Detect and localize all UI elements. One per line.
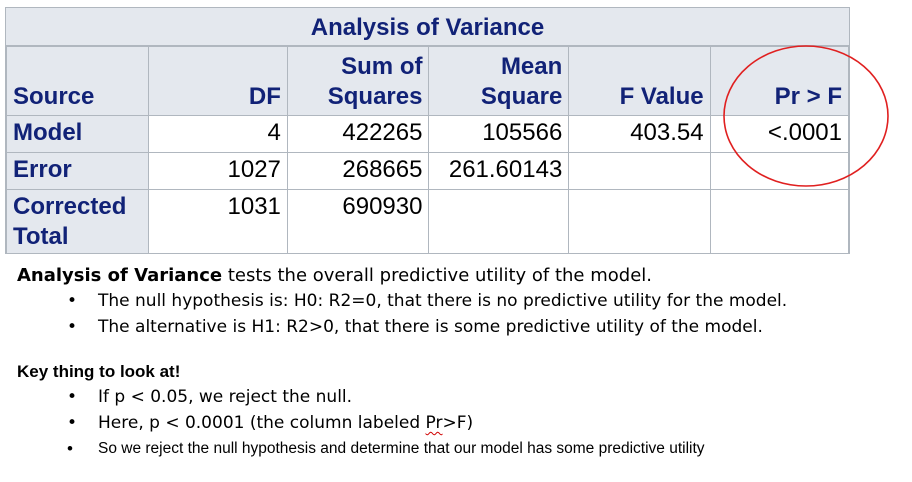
list-item: • So we reject the null hypothesis and de… (17, 436, 907, 462)
header-mean-square: Mean Square (428, 46, 570, 116)
key-title: Key thing to look at! (17, 362, 181, 381)
explanation-section: Analysis of Variance tests the overall p… (17, 264, 907, 462)
cell-p (709, 189, 850, 254)
bullet-glyph: • (67, 317, 78, 337)
highlight-circle-annotation (723, 45, 889, 187)
cell-df: 4 (147, 115, 288, 153)
lead-bold: Analysis of Variance (17, 265, 223, 286)
cell-ss: 690930 (286, 189, 430, 254)
cell-ms (428, 189, 570, 254)
cell-f: 403.54 (568, 115, 711, 153)
cell-df: 1031 (147, 189, 288, 254)
list-item: • Here, p < 0.0001 (the column labeled Pr… (17, 410, 907, 436)
row-source: Corrected Total (6, 189, 149, 254)
header-row: Source DF Sum of Squares Mean Square F V… (6, 46, 850, 116)
list-item: • If p < 0.05, we reject the null. (17, 384, 907, 410)
table-title: Analysis of Variance (6, 8, 849, 46)
list-item: • The null hypothesis is: H0: R2=0, that … (17, 288, 907, 314)
row-source: Model (6, 115, 149, 153)
bullet-text: So we reject the null hypothesis and det… (98, 440, 705, 457)
cell-ms: 261.60143 (428, 152, 570, 190)
bullet-text-post: >F) (442, 413, 474, 433)
header-ss-line2: Squares (327, 83, 423, 110)
bullet-text: The alternative is H1: R2>0, that there … (98, 317, 763, 337)
table-row: Corrected Total 1031 690930 (6, 189, 850, 254)
key-list: • If p < 0.05, we reject the null. • Here,… (17, 384, 907, 462)
bullet-text: The null hypothesis is: H0: R2=0, that t… (98, 291, 788, 311)
row-source: Error (6, 152, 149, 190)
cell-df: 1027 (147, 152, 288, 190)
cell-f (568, 152, 711, 190)
bullet-text: If p < 0.05, we reject the null. (98, 387, 353, 407)
bullet-text-pre: Here, p < 0.0001 (the column labeled (98, 413, 426, 433)
bullet-glyph: • (67, 413, 78, 433)
bullet-glyph: • (67, 439, 73, 458)
header-ss-line1: Sum of (341, 53, 423, 80)
bullet-glyph: • (67, 387, 78, 407)
lead-rest: tests the overall predictive utility of … (222, 265, 652, 286)
cell-ss: 422265 (286, 115, 430, 153)
header-df: DF (147, 46, 288, 116)
spellcheck-marked-word: Pr (425, 413, 443, 433)
hypothesis-list: • The null hypothesis is: H0: R2=0, that … (17, 288, 907, 340)
list-item: • The alternative is H1: R2>0, that there… (17, 314, 907, 340)
header-p-value: Pr > F (709, 46, 850, 116)
explanation-lead: Analysis of Variance tests the overall p… (17, 264, 907, 288)
row-source-line2: Total (13, 223, 69, 250)
header-f-value: F Value (568, 46, 711, 116)
header-ms-line1: Mean (500, 53, 563, 80)
cell-f (568, 189, 711, 254)
header-sum-of-squares: Sum of Squares (286, 46, 430, 116)
cell-ss: 268665 (286, 152, 430, 190)
header-source: Source (6, 46, 149, 116)
table-row: Error 1027 268665 261.60143 (6, 152, 850, 190)
header-ms-line2: Square (480, 83, 563, 110)
row-source-line1: Corrected (13, 193, 127, 220)
bullet-glyph: • (67, 291, 78, 311)
cell-ms: 105566 (428, 115, 570, 153)
